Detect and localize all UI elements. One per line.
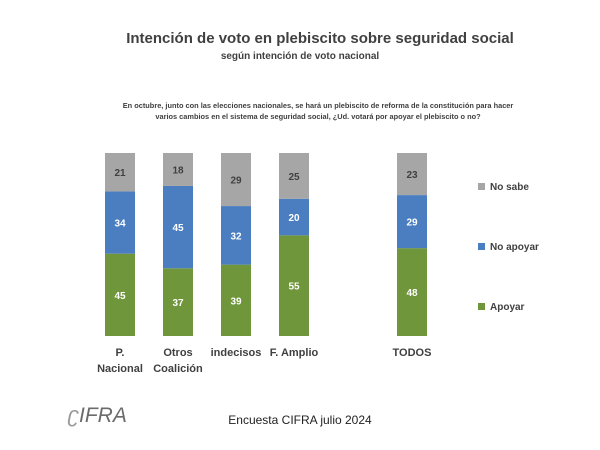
data-label: 23: [406, 170, 418, 181]
legend-swatch: [478, 243, 485, 250]
chart-title: Intención de voto en plebiscito sobre se…: [126, 30, 514, 47]
data-label: 55: [288, 282, 300, 293]
bar-segment-apoyar: [105, 253, 135, 336]
data-label: 39: [230, 296, 242, 307]
data-label: 25: [288, 172, 300, 183]
category-label: TODOS: [393, 347, 432, 359]
bar-segment-no-apoyar: [163, 185, 193, 269]
data-label: 32: [230, 231, 242, 242]
legend-swatch: [478, 303, 485, 310]
category-label: P.: [116, 347, 125, 359]
data-label: 48: [406, 288, 418, 299]
source-note: Encuesta CIFRA julio 2024: [228, 413, 372, 427]
category-label: indecisos: [211, 347, 262, 359]
data-label: 20: [288, 213, 300, 224]
bar-segment-apoyar: [397, 248, 427, 336]
bar-segment-no-apoyar: [105, 191, 135, 254]
data-label: 45: [172, 223, 184, 234]
data-label: 18: [172, 165, 184, 176]
bar-segment-no-apoyar: [221, 206, 251, 265]
bar-segment-no-apoyar: [279, 198, 309, 236]
bar-segment-apoyar: [163, 268, 193, 336]
survey-question: En octubre, junto con las elecciones nac…: [122, 101, 514, 121]
bar-segment-no-sabe: [105, 153, 135, 192]
data-label: 21: [114, 168, 126, 179]
legend-swatch: [478, 183, 485, 190]
bar-segment-no-apoyar: [397, 195, 427, 249]
stacked-bar-chart: 45 34 21 P. Nacional 37 45 18 Otros Coalición 39 32…: [97, 153, 539, 375]
legend-label: Apoyar: [490, 302, 525, 313]
category-label: Coalición: [153, 363, 203, 375]
legend-label: No sabe: [490, 182, 529, 193]
data-label: 37: [172, 298, 184, 309]
bar-segment-no-sabe: [279, 153, 309, 199]
data-label: 45: [114, 291, 126, 302]
bar-segment-no-sabe: [163, 153, 193, 186]
category-label: Nacional: [97, 363, 143, 375]
category-label: Otros: [163, 347, 192, 359]
data-label: 29: [230, 176, 242, 187]
bar-segment-apoyar: [221, 264, 251, 336]
legend-label: No apoyar: [490, 242, 539, 253]
category-label: F. Amplio: [270, 347, 319, 359]
data-label: 29: [406, 218, 418, 229]
bar-segment-no-sabe: [397, 153, 427, 196]
data-label: 34: [114, 219, 126, 230]
cifra-logo: ʗIFRA: [68, 402, 127, 427]
chart-subtitle: según intención de voto nacional: [220, 51, 380, 62]
bar-segment-no-sabe: [221, 153, 251, 207]
bar-segment-apoyar: [279, 235, 309, 336]
